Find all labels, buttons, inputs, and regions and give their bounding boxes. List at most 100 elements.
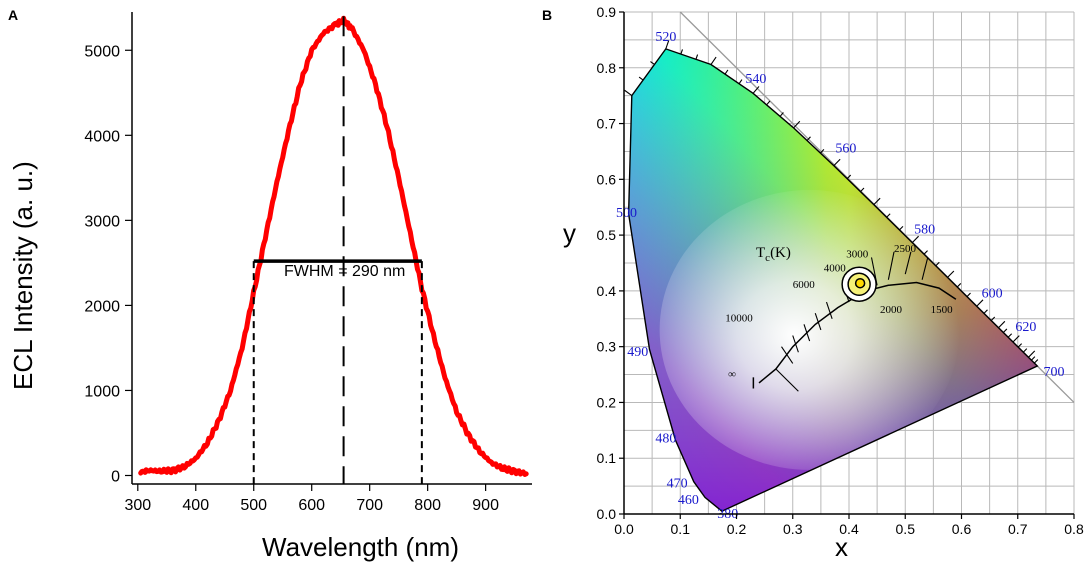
cct-label: 10000 — [725, 313, 753, 325]
x-tick-label: 500 — [240, 497, 267, 514]
locus-tick — [846, 174, 852, 180]
y-tick-label: 3000 — [84, 213, 120, 230]
isotherm-tick — [781, 346, 794, 364]
y-tick-label-b: 0.4 — [597, 283, 617, 299]
y-tick-label-b: 0.8 — [597, 60, 617, 76]
y-tick-label-b: 0.6 — [597, 171, 617, 187]
locus-tick — [680, 49, 684, 55]
locus-tick — [899, 225, 904, 231]
locus-tick — [966, 292, 971, 298]
isotherm-tick — [887, 251, 895, 280]
locus-tick — [947, 270, 955, 278]
cct-label: 2000 — [880, 304, 903, 316]
x-tick-label: 900 — [472, 497, 499, 514]
locus-tick — [998, 320, 1006, 329]
x-tick-label: 400 — [182, 497, 209, 514]
locus-tick — [638, 76, 644, 81]
x-tick-label-b: 0.5 — [896, 521, 916, 537]
locus-tick — [1012, 335, 1020, 343]
panel-label-a: A — [8, 7, 18, 23]
wavelength-label: 620 — [1015, 320, 1036, 335]
locus-tick — [738, 79, 743, 84]
locus-tick — [1033, 359, 1039, 364]
y-tick-label: 2000 — [84, 298, 120, 315]
wavelength-label: 500 — [616, 206, 637, 221]
locus-tick — [820, 149, 825, 154]
y-tick-label-b: 0.0 — [597, 506, 617, 522]
locus-tick — [1017, 343, 1023, 348]
wavelength-label: 470 — [667, 476, 688, 491]
locus-tick — [624, 89, 633, 96]
locus-tick — [665, 40, 670, 50]
x-tick-label: 600 — [298, 497, 325, 514]
isotherm-tick — [825, 301, 833, 319]
wavelength-label: 580 — [914, 223, 935, 238]
cct-label: 4000 — [824, 262, 847, 274]
y-tick-label-b: 0.5 — [597, 227, 617, 243]
y-tick-label: 4000 — [84, 128, 120, 145]
wavelength-label: 460 — [678, 493, 699, 508]
x-tick-label-b: 0.6 — [952, 521, 972, 537]
locus-tick — [990, 316, 996, 321]
wavelength-label: 540 — [745, 72, 766, 87]
wavelength-label: 490 — [627, 345, 648, 360]
locus-tick — [1022, 348, 1028, 353]
y-axis-label-b: y — [563, 218, 576, 248]
y-axis-label: ECL Intensity (a. u.) — [8, 161, 38, 390]
x-tick-label-b: 0.2 — [727, 521, 747, 537]
x-axis-label-b: x — [835, 532, 848, 562]
x-tick-label-b: 0.7 — [1008, 521, 1028, 537]
isotherm-tick — [803, 324, 811, 342]
wavelength-label: 700 — [1044, 365, 1065, 380]
wavelength-label: 600 — [982, 287, 1003, 302]
isotherm-tick — [814, 313, 822, 331]
y-tick-label-b: 0.9 — [597, 4, 617, 20]
cct-label: ∞ — [728, 368, 736, 380]
cct-label: 3000 — [846, 248, 869, 260]
locus-tick — [923, 250, 928, 255]
locus-tick — [695, 54, 699, 60]
locus-tick — [752, 86, 760, 94]
isotherm-tick — [792, 335, 799, 353]
x-tick-label-b: 0.3 — [783, 521, 803, 537]
x-tick-label-b: 0.4 — [839, 521, 859, 537]
locus-tick — [1007, 333, 1013, 338]
cct-label: 6000 — [793, 279, 816, 291]
wavelength-label: 520 — [655, 30, 676, 45]
locus-tick — [911, 235, 919, 243]
y-tick-label-b: 0.3 — [597, 339, 617, 355]
locus-tick — [1030, 356, 1036, 361]
ecl-spectrum-chart: A 300 400 500 600 700 800 900 0 1000 2000 3000 4000… — [8, 7, 532, 562]
fwhm-annotation: FWHM = 290 nm — [284, 263, 405, 280]
y-tick-label: 0 — [111, 468, 120, 485]
locus-tick — [779, 112, 784, 117]
x-tick-label: 300 — [124, 497, 151, 514]
y-tick-label-b: 0.2 — [597, 394, 617, 410]
locus-tick — [724, 69, 729, 75]
locus-tick — [650, 61, 655, 65]
x-axis-label: Wavelength (nm) — [262, 532, 459, 562]
x-tick-label-b: 0.1 — [671, 521, 691, 537]
locus-tick — [833, 158, 841, 167]
locus-tick — [976, 299, 984, 307]
locus-tick — [983, 309, 988, 314]
locus-tick — [1002, 328, 1008, 333]
cct-label: 2500 — [894, 243, 917, 255]
locus-tick — [873, 197, 881, 205]
locus-tick — [766, 100, 771, 106]
locus-tick — [1028, 350, 1036, 358]
measured-point — [854, 277, 866, 289]
y-tick-label: 1000 — [84, 383, 120, 400]
y-tick-label-b: 0.7 — [597, 116, 617, 132]
locus-tick — [860, 187, 865, 193]
locus-tick — [935, 261, 940, 267]
x-tick-label: 700 — [356, 497, 383, 514]
panel-label-b: B — [542, 7, 552, 23]
isotherm-tick — [904, 251, 912, 275]
locus-tick — [806, 136, 811, 141]
locus-tick — [793, 120, 801, 129]
locus-tick — [956, 283, 962, 288]
cct-label: 1500 — [931, 304, 954, 316]
y-tick-label: 5000 — [84, 43, 120, 60]
